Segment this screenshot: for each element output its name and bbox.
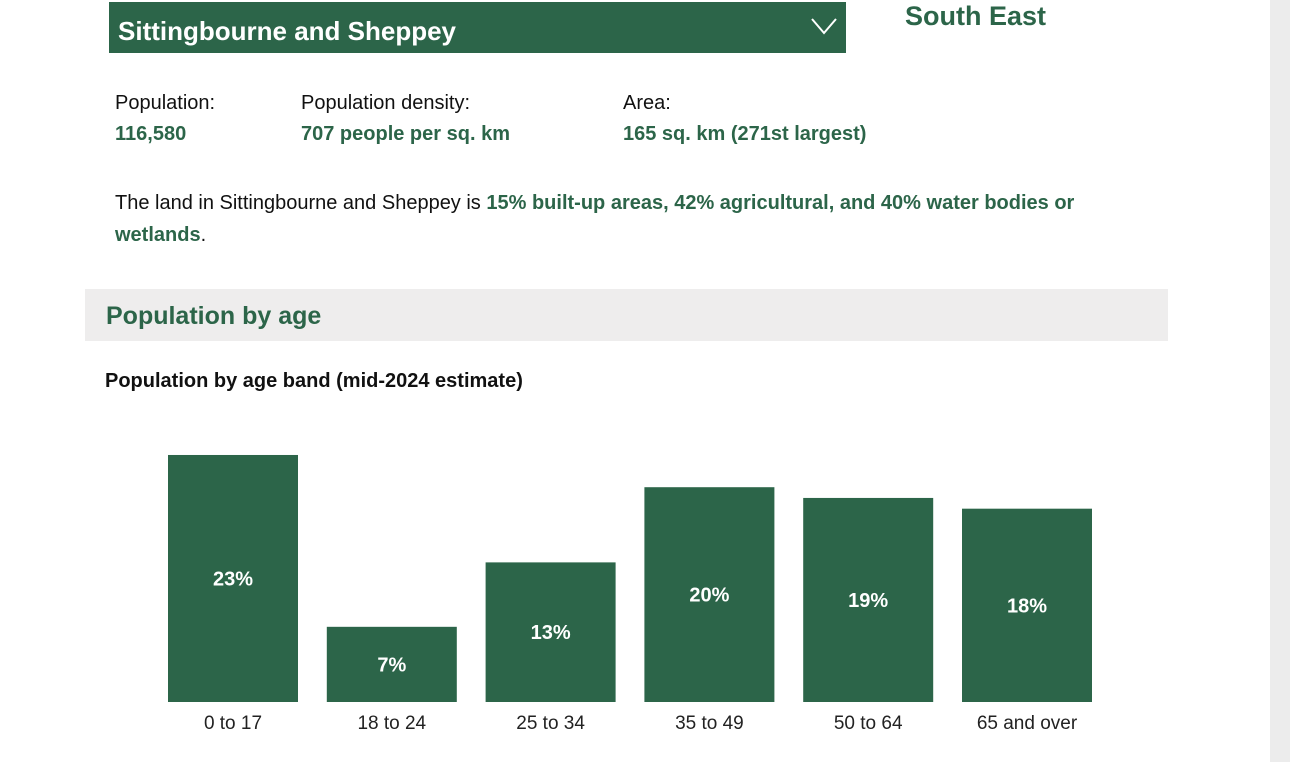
land-use-text: The land in Sittingbourne and Sheppey is… (115, 187, 1115, 251)
data-label: 19% (848, 590, 888, 612)
land-prefix: The land in Sittingbourne and Sheppey is (115, 192, 487, 214)
bar-4[interactable] (803, 497, 934, 702)
category-label: 25 to 34 (516, 713, 585, 734)
region-label: South East (905, 1, 1047, 31)
category-label: 50 to 64 (834, 713, 903, 734)
stat-area: Area: 165 sq. km (271st largest) (623, 92, 866, 146)
category-label: 35 to 49 (675, 713, 744, 734)
category-label: 18 to 24 (357, 713, 426, 734)
bar-3[interactable] (644, 487, 775, 702)
selected-area: Sittingbourne and Sheppey (118, 16, 457, 46)
category-label: 65 and over (977, 713, 1078, 734)
stat-population: Population: 116,580 (115, 92, 215, 146)
section-title: Population by age (106, 302, 322, 330)
category-label: 0 to 17 (204, 713, 262, 734)
stat-label: Population: (115, 92, 216, 114)
bar-2[interactable] (485, 562, 616, 702)
bar-1[interactable] (326, 626, 457, 702)
data-label: 20% (689, 585, 729, 607)
land-highlight: 15% built-up areas, 42% agricultural, an… (115, 192, 1075, 246)
chevron-down-icon (811, 18, 837, 35)
data-label: 18% (1007, 595, 1047, 617)
data-label: 7% (377, 654, 406, 676)
data-label: 23% (213, 568, 253, 590)
area-select-dropdown[interactable]: Sittingbourne and Sheppey (109, 2, 846, 53)
stat-value: 707 people per sq. km (301, 123, 510, 145)
bar-0[interactable] (168, 454, 298, 702)
stat-label: Area: (623, 92, 671, 114)
stat-value: 116,580 (115, 123, 187, 145)
bar-5[interactable] (962, 508, 1092, 702)
scrollbar[interactable] (1270, 0, 1290, 762)
section-header: Population by age (85, 289, 1168, 341)
chart-title: Population by age band (mid-2024 estimat… (105, 370, 523, 392)
stat-label: Population density: (301, 92, 471, 114)
stat-density: Population density: 707 people per sq. k… (301, 92, 510, 146)
data-label: 13% (531, 622, 571, 644)
stat-value: 165 sq. km (271st largest) (623, 123, 867, 145)
land-suffix: . (200, 224, 207, 246)
